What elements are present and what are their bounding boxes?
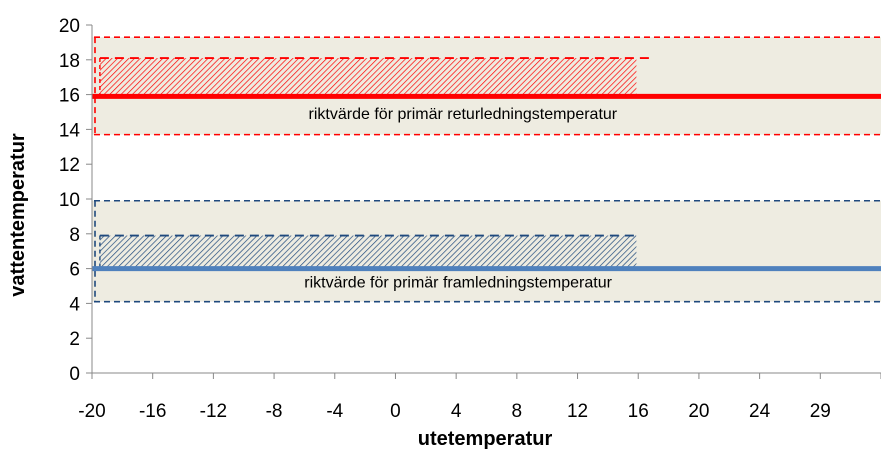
x-tick-label: 0 (390, 401, 401, 422)
x-tick-label: -12 (200, 401, 227, 422)
annotation-layer: riktvärde för primär returledningstemper… (304, 106, 618, 292)
series-layer (92, 93, 881, 272)
x-tick-label: 4 (451, 401, 462, 422)
y-tick-label: 12 (59, 155, 80, 176)
x-tick-label: 29 (810, 401, 831, 422)
y-tick-label: 18 (59, 51, 80, 72)
x-tick-label: -4 (326, 401, 343, 422)
x-tick-label: -16 (139, 401, 166, 422)
y-tick-label: 16 (59, 86, 80, 107)
y-axis-title: vattentemperatur (7, 133, 29, 297)
x-tick-label: -20 (78, 401, 105, 422)
x-tick-label: 24 (749, 401, 771, 422)
hatch-layer (99, 57, 653, 269)
x-tick-label: 12 (567, 401, 588, 422)
x-tick-label: 8 (512, 401, 523, 422)
y-tick-label: 4 (69, 294, 80, 315)
return-hatch-area (99, 58, 637, 97)
y-tick-label: 8 (69, 225, 80, 246)
x-tick-label: 16 (628, 401, 649, 422)
y-tick-label: 20 (59, 16, 80, 37)
y-tick-label: 6 (69, 260, 80, 281)
supply-note: riktvärde för primär framledningstempera… (304, 275, 612, 292)
x-axis-title: utetemperatur (418, 428, 553, 450)
y-tick-label: 10 (59, 190, 80, 211)
return-note: riktvärde för primär returledningstemper… (309, 106, 618, 123)
x-tick-label: 20 (688, 401, 709, 422)
y-tick-label: 2 (69, 329, 80, 350)
x-tick-label: -8 (266, 401, 283, 422)
supply-hatch-area (99, 235, 637, 269)
y-tick-label: 0 (69, 364, 80, 385)
y-tick-label: 14 (59, 120, 81, 141)
